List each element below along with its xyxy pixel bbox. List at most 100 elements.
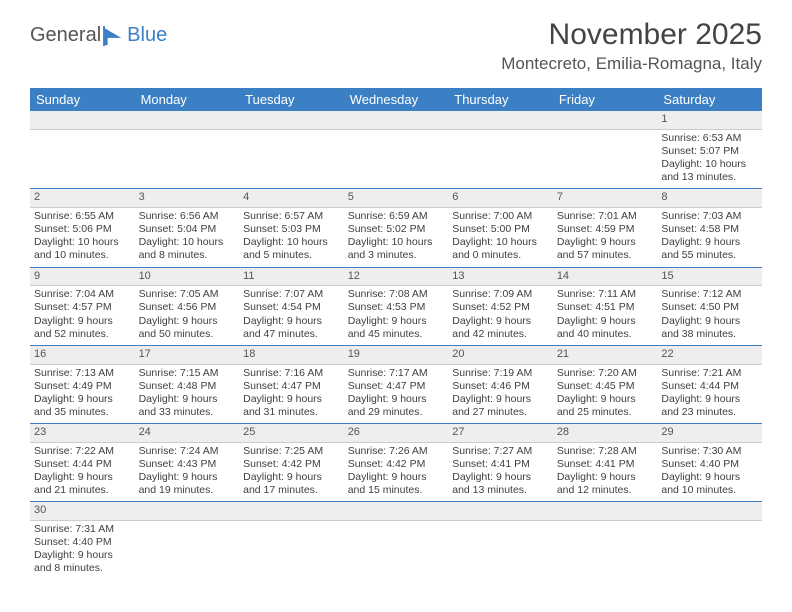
day-info-line: Sunset: 4:41 PM (452, 458, 549, 471)
calendar-day: 29Sunrise: 7:30 AMSunset: 4:40 PMDayligh… (657, 424, 762, 502)
day-number: 26 (344, 424, 449, 443)
day-number: 19 (344, 346, 449, 365)
day-info-line: Sunrise: 7:12 AM (661, 288, 758, 301)
day-number (553, 111, 658, 130)
day-number: 3 (135, 189, 240, 208)
day-number: 25 (239, 424, 344, 443)
day-number: 12 (344, 268, 449, 287)
day-number: 29 (657, 424, 762, 443)
day-info-line: Sunrise: 7:22 AM (34, 445, 131, 458)
day-info-line: and 0 minutes. (452, 249, 549, 262)
calendar-day: 22Sunrise: 7:21 AMSunset: 4:44 PMDayligh… (657, 345, 762, 423)
day-info-line: and 12 minutes. (557, 484, 654, 497)
day-info-line: Sunset: 4:49 PM (34, 380, 131, 393)
day-info-line: and 25 minutes. (557, 406, 654, 419)
day-number: 20 (448, 346, 553, 365)
page-header: General Blue November 2025 Montecreto, E… (0, 0, 792, 82)
day-info-line: Sunset: 4:40 PM (34, 536, 131, 549)
day-info-line: and 40 minutes. (557, 328, 654, 341)
day-info-line: Daylight: 9 hours (34, 393, 131, 406)
day-info-line: Daylight: 10 hours (348, 236, 445, 249)
day-info-line: Sunset: 5:02 PM (348, 223, 445, 236)
day-number (553, 502, 658, 521)
day-info-line: Sunrise: 7:00 AM (452, 210, 549, 223)
day-info-line: Sunrise: 7:08 AM (348, 288, 445, 301)
day-number (344, 111, 449, 130)
day-info-line: and 45 minutes. (348, 328, 445, 341)
weekday-header: Saturday (657, 88, 762, 111)
day-info-line: Sunset: 4:54 PM (243, 301, 340, 314)
day-info-line: and 13 minutes. (452, 484, 549, 497)
day-info-line: and 5 minutes. (243, 249, 340, 262)
calendar-day: 19Sunrise: 7:17 AMSunset: 4:47 PMDayligh… (344, 345, 449, 423)
logo-flag-icon (103, 26, 125, 46)
calendar-week-row: 23 Sunrise: 7:22 AMSunset: 4:44 PM Dayligh… (30, 424, 762, 502)
day-info-line: Sunset: 4:48 PM (139, 380, 236, 393)
day-info-line: Sunrise: 7:05 AM (139, 288, 236, 301)
day-info-line: Daylight: 9 hours (452, 393, 549, 406)
day-info-line: Sunrise: 7:27 AM (452, 445, 549, 458)
day-info-line: and 23 minutes. (661, 406, 758, 419)
day-info-line: Daylight: 9 hours (34, 549, 131, 562)
day-info-line: and 55 minutes. (661, 249, 758, 262)
calendar-day-empty (448, 502, 553, 580)
day-number: 18 (239, 346, 344, 365)
day-info-line: and 31 minutes. (243, 406, 340, 419)
day-info-line: Sunrise: 7:01 AM (557, 210, 654, 223)
day-info-line: Sunrise: 7:25 AM (243, 445, 340, 458)
day-info-line: Sunrise: 7:07 AM (243, 288, 340, 301)
day-number: 28 (553, 424, 658, 443)
day-number (344, 502, 449, 521)
calendar-day: 11Sunrise: 7:07 AMSunset: 4:54 PMDayligh… (239, 267, 344, 345)
calendar-week-row: 16Sunrise: 7:13 AMSunset: 4:49 PMDayligh… (30, 345, 762, 423)
calendar-day: 10Sunrise: 7:05 AMSunset: 4:56 PMDayligh… (135, 267, 240, 345)
day-info-line: Sunset: 4:47 PM (243, 380, 340, 393)
day-info-line: Sunset: 4:42 PM (348, 458, 445, 471)
weekday-header: Monday (135, 88, 240, 111)
day-info-line: and 33 minutes. (139, 406, 236, 419)
day-number (30, 111, 135, 130)
day-info-line: and 21 minutes. (34, 484, 131, 497)
day-info-line: Sunrise: 7:30 AM (661, 445, 758, 458)
calendar-day-empty (239, 111, 344, 189)
calendar-day: 18Sunrise: 7:16 AMSunset: 4:47 PMDayligh… (239, 345, 344, 423)
day-info-line: Sunset: 5:06 PM (34, 223, 131, 236)
day-info-line: Sunset: 5:00 PM (452, 223, 549, 236)
weekday-header: Thursday (448, 88, 553, 111)
calendar-day: 9Sunrise: 7:04 AMSunset: 4:57 PMDaylight… (30, 267, 135, 345)
day-info-line: Sunset: 4:45 PM (557, 380, 654, 393)
day-info-line: Daylight: 9 hours (661, 236, 758, 249)
day-info-line: Sunrise: 6:56 AM (139, 210, 236, 223)
day-info-line: Sunset: 4:44 PM (34, 458, 131, 471)
day-info-line: Daylight: 9 hours (243, 393, 340, 406)
calendar-day-empty (553, 111, 658, 189)
calendar-day-empty (30, 111, 135, 189)
day-info-line: and 50 minutes. (139, 328, 236, 341)
calendar-day: 26Sunrise: 7:26 AMSunset: 4:42 PMDayligh… (344, 424, 449, 502)
day-info-line: and 42 minutes. (452, 328, 549, 341)
day-info-line: Daylight: 9 hours (243, 315, 340, 328)
calendar-day-empty (239, 502, 344, 580)
day-info-line: Sunrise: 6:55 AM (34, 210, 131, 223)
calendar-week-row: 9Sunrise: 7:04 AMSunset: 4:57 PMDaylight… (30, 267, 762, 345)
day-number (135, 111, 240, 130)
day-info-line: Sunrise: 7:31 AM (34, 523, 131, 536)
day-info-line: and 3 minutes. (348, 249, 445, 262)
day-number: 23 (30, 424, 135, 443)
day-info-line: Sunrise: 7:03 AM (661, 210, 758, 223)
day-number: 24 (135, 424, 240, 443)
weekday-header-row: SundayMondayTuesdayWednesdayThursdayFrid… (30, 88, 762, 111)
day-info-line: Sunset: 4:43 PM (139, 458, 236, 471)
day-number (135, 502, 240, 521)
calendar-day: 15Sunrise: 7:12 AMSunset: 4:50 PMDayligh… (657, 267, 762, 345)
day-info-line: Daylight: 9 hours (139, 471, 236, 484)
calendar-day: 8Sunrise: 7:03 AMSunset: 4:58 PMDaylight… (657, 189, 762, 267)
calendar-day-empty (448, 111, 553, 189)
calendar-day: 2Sunrise: 6:55 AMSunset: 5:06 PMDaylight… (30, 189, 135, 267)
calendar-day: 28Sunrise: 7:28 AMSunset: 4:41 PMDayligh… (553, 424, 658, 502)
day-info-line: and 13 minutes. (661, 171, 758, 184)
calendar-day: 27Sunrise: 7:27 AMSunset: 4:41 PMDayligh… (448, 424, 553, 502)
day-number: 15 (657, 268, 762, 287)
day-info-line: Sunset: 4:59 PM (557, 223, 654, 236)
day-info-line: Sunset: 4:41 PM (557, 458, 654, 471)
